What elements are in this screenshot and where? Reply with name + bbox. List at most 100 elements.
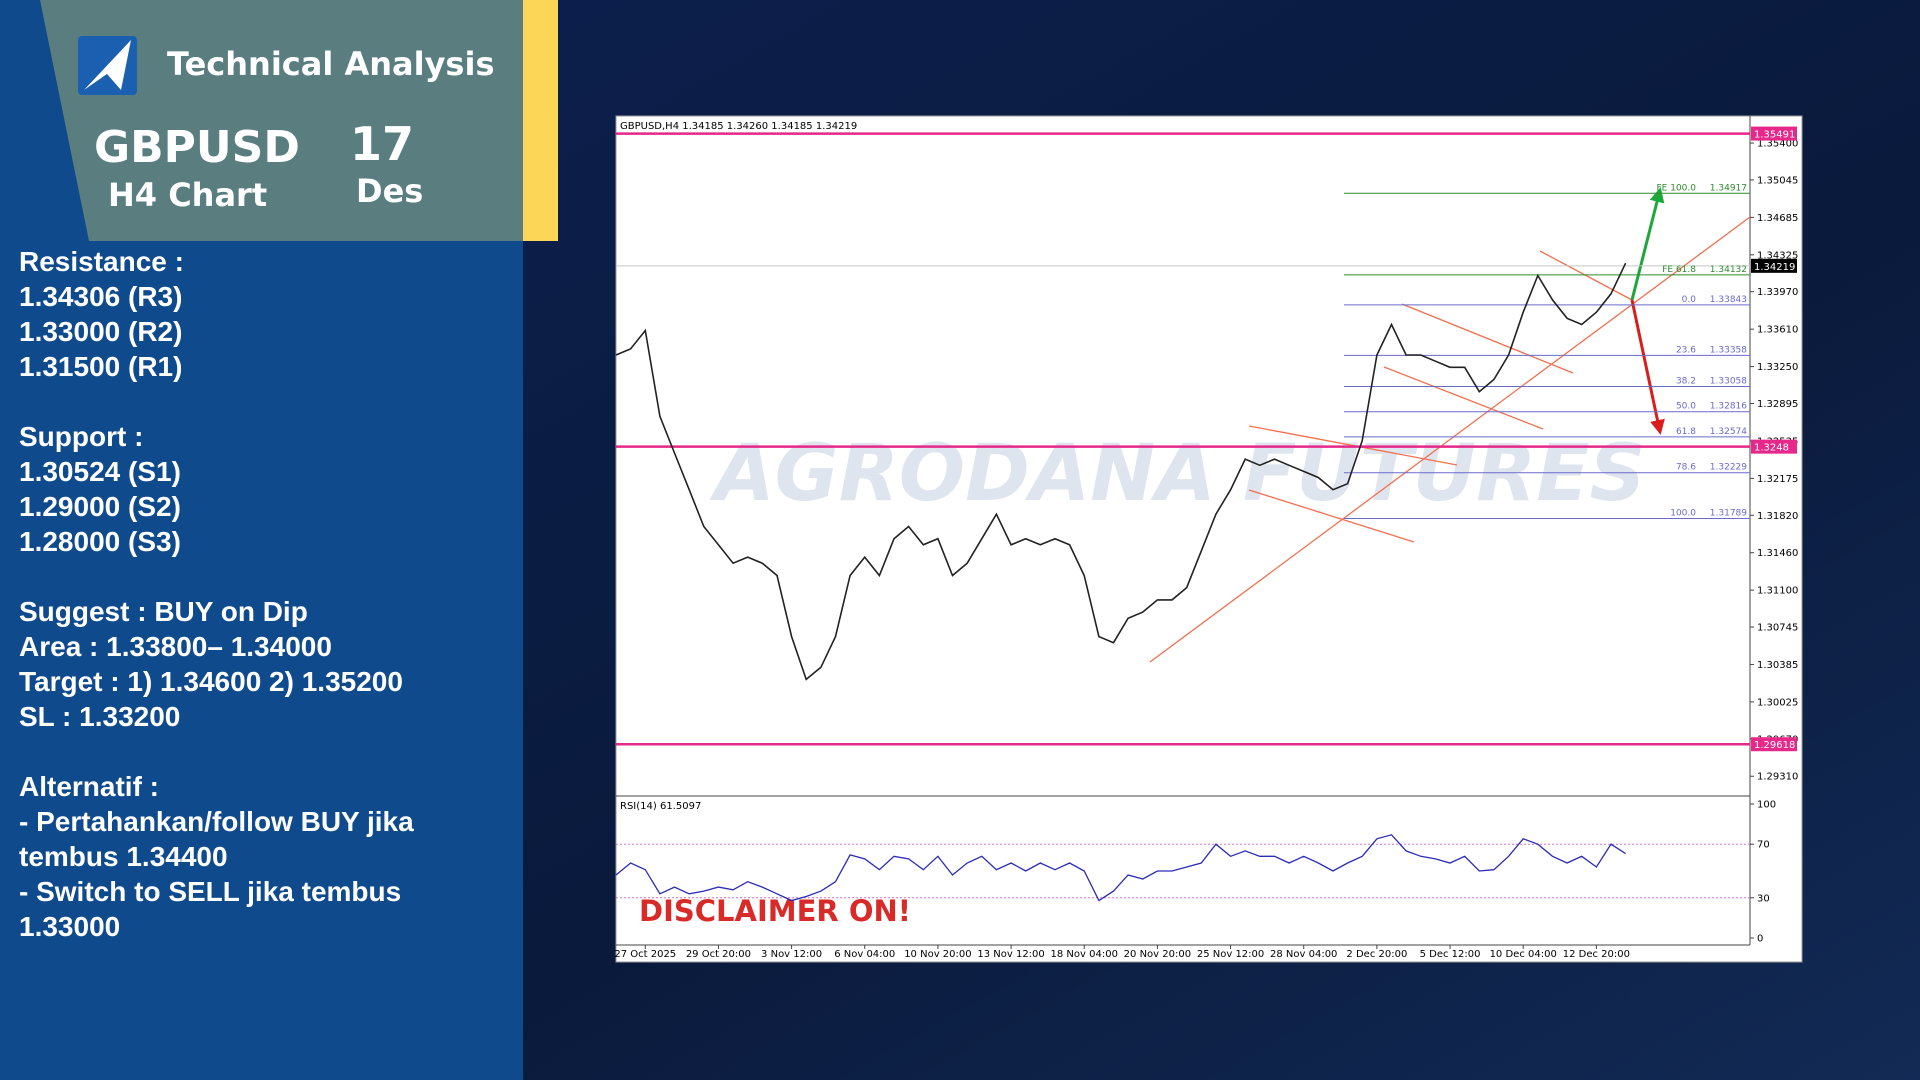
block-line: 1.30524 (S1) [19,456,181,487]
key-level-tag [1751,126,1797,141]
fib-level: 100.0 [1670,508,1696,518]
day: 17 [350,117,414,171]
y-tick-label: 1.34325 [1757,250,1798,261]
watermark: AGRODANA FUTURES [708,429,1645,519]
header-box [40,0,523,241]
logo-mark [84,40,131,90]
y-tick-label: 1.31820 [1757,511,1798,522]
y-tick-label: 1.35400 [1757,139,1798,150]
fib-level: 61.8 [1676,427,1696,437]
fib-level: 50.0 [1676,402,1696,412]
fib-price: 1.32229 [1710,463,1747,473]
trendline [1149,216,1751,663]
fib-level: 38.2 [1676,377,1696,387]
y-tick-label: 1.31100 [1757,586,1798,597]
fib-price: 1.33358 [1710,345,1747,355]
fib-price: 1.32574 [1710,427,1747,437]
block-line: tembus 1.34400 [19,841,228,872]
y-tick-label: 1.30745 [1757,623,1798,634]
x-tick-label: 6 Nov 04:00 [834,949,895,960]
fib-price: 1.31789 [1710,508,1747,518]
block-line: - Pertahankan/follow BUY jika [19,806,414,837]
fib-level: FE 61.8 [1662,265,1696,275]
fib-level: 0.0 [1682,295,1697,305]
rsi-tick-label: 0 [1757,934,1763,945]
rsi-label: RSI(14) 61.5097 [620,801,701,812]
title: Technical Analysis [167,45,494,83]
y-tick-label: 1.34685 [1757,213,1798,224]
chart-header: GBPUSD,H4 1.34185 1.34260 1.34185 1.3421… [620,121,857,132]
fib-level: 78.6 [1676,463,1696,473]
x-tick-label: 10 Nov 20:00 [904,949,971,960]
y-tick-label: 1.33250 [1757,362,1798,373]
block-line: 1.28000 (S3) [19,526,181,557]
sell-arrow [1630,299,1665,435]
rsi-line [615,834,1626,902]
key-level-tag [1751,737,1797,752]
analysis-block: Resistance : 1.34306 (R3) 1.33000 (R2) 1.31… [19,244,414,384]
key-level-label: 1.29618 [1754,740,1795,751]
y-tick-label: 1.33610 [1757,325,1798,336]
block-title: Suggest : BUY on Dip [19,596,308,627]
block-line: 1.29000 (S2) [19,491,181,522]
fib-price: 1.33843 [1710,295,1747,305]
current-price-tag [1751,258,1797,273]
block-line: 1.33000 [19,911,121,942]
pair: GBPUSD [94,122,300,173]
chart-frame [615,115,1803,963]
x-tick-label: 13 Nov 12:00 [977,949,1044,960]
analysis: Resistance : 1.34306 (R3) 1.33000 (R2) 1.31… [19,244,414,979]
current-price-label: 1.34219 [1754,262,1795,273]
y-tick-label: 1.33970 [1757,287,1798,298]
block-line: Target : 1) 1.34600 2) 1.35200 [19,666,403,697]
rsi-tick-label: 100 [1757,800,1776,811]
block-line: Area : 1.33800– 1.34000 [19,631,332,662]
channel-line [1401,303,1574,374]
key-level-label: 1.3248 [1754,443,1789,454]
buy-arrow [1630,187,1665,301]
x-tick-label: 20 Nov 20:00 [1124,949,1191,960]
analysis-block: Support : 1.30524 (S1) 1.29000 (S2) 1.28000… [19,419,414,559]
x-tick-label: 18 Nov 04:00 [1051,949,1118,960]
y-tick-label: 1.32175 [1757,474,1798,485]
analysis-block: Suggest : BUY on Dip Area : 1.33800– 1.34… [19,594,414,734]
block-line: - Switch to SELL jika tembus [19,876,402,907]
analysis-block: Alternatif : - Pertahankan/follow BUY jik… [19,769,414,944]
channel-line [1248,489,1415,543]
channel-line [1539,250,1633,301]
x-tick-label: 3 Nov 12:00 [761,949,822,960]
rsi-tick-label: 70 [1757,840,1770,851]
x-tick-label: 28 Nov 04:00 [1270,949,1337,960]
block-line: 1.34306 (R3) [19,281,183,312]
y-tick-label: 1.32895 [1757,399,1798,410]
y-tick-label: 1.30025 [1757,697,1798,708]
channel-line [1383,366,1544,430]
fib-price: 1.34132 [1710,265,1747,275]
fib-price: 1.32816 [1710,402,1747,412]
x-tick-label: 2 Dec 20:00 [1346,949,1407,960]
y-tick-label: 1.29310 [1757,772,1798,783]
fib-level: 23.6 [1676,345,1696,355]
x-tick-label: 27 Oct 2025 [614,949,676,960]
key-level-tag [1751,439,1797,454]
timeframe: H4 Chart [108,176,267,214]
block-title: Alternatif : [19,771,159,802]
x-tick-label: 29 Oct 20:00 [686,949,751,960]
x-tick-label: 5 Dec 12:00 [1420,949,1481,960]
y-tick-label: 1.31460 [1757,548,1798,559]
y-tick-label: 1.35045 [1757,175,1798,186]
block-line: 1.33000 (R2) [19,316,183,347]
month: Des [356,172,423,210]
fib-level: FE 100.0 [1657,183,1697,193]
disclaimer: DISCLAIMER ON! [639,894,911,928]
chart: GBPUSD,H4 1.34185 1.34260 1.34185 1.3421… [614,116,1798,960]
fib-price: 1.33058 [1710,377,1747,387]
rsi-tick-label: 30 [1757,893,1770,904]
price-line [615,262,1627,681]
x-tick-label: 10 Dec 04:00 [1490,949,1557,960]
block-title: Support : [19,421,144,452]
y-tick-label: 1.30385 [1757,660,1798,671]
yellow-strip [523,0,558,241]
x-tick-label: 25 Nov 12:00 [1197,949,1264,960]
